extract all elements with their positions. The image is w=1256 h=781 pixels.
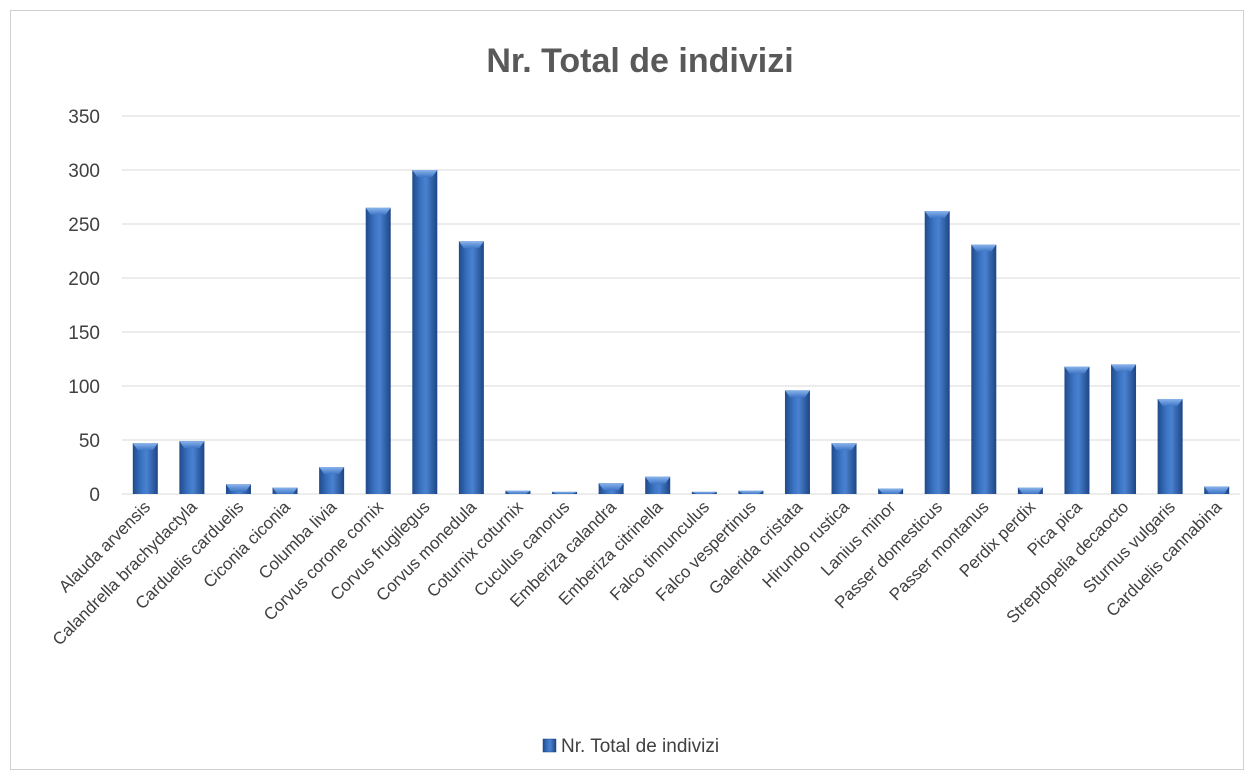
- bar: [365, 207, 391, 495]
- bar-bevel: [365, 207, 391, 215]
- bar-bevel: [971, 244, 997, 252]
- bar-body: [784, 390, 810, 494]
- y-tick-label: 0: [89, 485, 100, 506]
- bar: [179, 441, 205, 494]
- bar: [1064, 366, 1090, 494]
- legend-label: Nr. Total de indivizi: [561, 736, 719, 757]
- bar-bevel: [412, 170, 438, 177]
- bar: [878, 488, 904, 494]
- bars: [132, 170, 1230, 495]
- bar-body: [1111, 364, 1137, 494]
- gridlines: [122, 115, 1240, 495]
- bar-bevel: [645, 476, 671, 484]
- bar: [505, 490, 531, 494]
- y-tick-label: 50: [79, 431, 100, 452]
- bar-body: [458, 241, 484, 494]
- bar-bevel: [458, 241, 484, 249]
- bar: [971, 244, 997, 494]
- bar: [412, 170, 438, 494]
- chart-title: Nr. Total de indivizi: [486, 42, 793, 80]
- bar-body: [132, 443, 158, 494]
- bar: [272, 487, 298, 494]
- bar: [831, 443, 857, 494]
- bar: [691, 491, 717, 494]
- bar-bevel: [179, 441, 205, 449]
- bar-bevel: [319, 467, 345, 474]
- bar-bevel: [132, 443, 158, 451]
- bar-bevel: [738, 490, 764, 494]
- bar-bevel: [272, 487, 298, 494]
- bar-body: [831, 443, 857, 494]
- y-axis-ticks: 0 50 100 150 200 250 300 350: [68, 107, 100, 506]
- bar-bevel: [1157, 398, 1183, 406]
- bar: [924, 211, 950, 495]
- bar-bevel: [1017, 487, 1043, 494]
- bar: [319, 467, 345, 494]
- bar-bevel: [598, 483, 624, 491]
- y-tick-label: 100: [68, 377, 100, 398]
- y-tick-label: 300: [68, 161, 100, 182]
- bar: [1204, 486, 1230, 494]
- bar: [458, 241, 484, 494]
- bar-bevel: [831, 443, 857, 451]
- bar: [1111, 364, 1137, 494]
- bar-bevel: [784, 390, 810, 398]
- y-tick-label: 150: [68, 323, 100, 344]
- bar: [1157, 398, 1183, 494]
- legend-swatch: [542, 738, 557, 753]
- bar: [225, 484, 251, 494]
- bar-body: [179, 441, 205, 494]
- bar-bevel: [225, 484, 251, 492]
- bar: [132, 443, 158, 494]
- bar-bevel: [1064, 366, 1090, 374]
- legend: Nr. Total de indivizi: [542, 736, 719, 757]
- bar: [552, 491, 578, 494]
- bar-body: [1064, 366, 1090, 494]
- bar-bevel: [1111, 364, 1137, 372]
- bar: [598, 483, 624, 494]
- bar-bevel: [878, 488, 904, 494]
- bar: [738, 490, 764, 494]
- chart-frame: [10, 10, 1244, 770]
- bar-body: [365, 207, 391, 495]
- y-tick-label: 250: [68, 215, 100, 236]
- bar-bevel: [552, 491, 578, 494]
- bar-body: [924, 211, 950, 495]
- bar-bevel: [691, 491, 717, 494]
- bar-body: [1157, 398, 1183, 494]
- y-tick-label: 350: [68, 107, 100, 128]
- bar-bevel: [505, 490, 531, 494]
- bar-bevel: [924, 211, 950, 219]
- bar: [645, 476, 671, 494]
- bar-body: [412, 170, 438, 494]
- bar: [784, 390, 810, 494]
- bar: [1017, 487, 1043, 494]
- bar-body: [971, 244, 997, 494]
- y-tick-label: 200: [68, 269, 100, 290]
- bar-bevel: [1204, 486, 1230, 494]
